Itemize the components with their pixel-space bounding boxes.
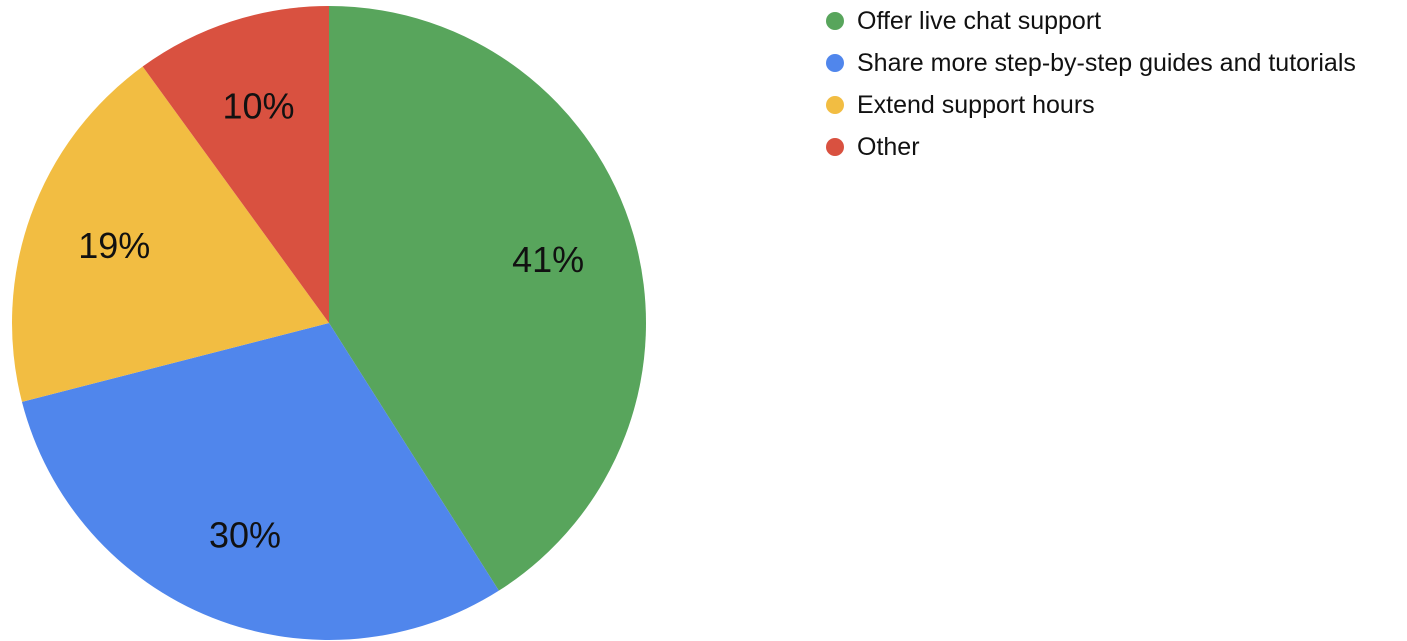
legend-label: Other [857, 132, 920, 161]
legend-marker [826, 138, 844, 156]
legend-label: Extend support hours [857, 90, 1095, 119]
legend-marker [826, 12, 844, 30]
pie-slice-label: 10% [222, 85, 294, 126]
legend-label: Offer live chat support [857, 6, 1102, 35]
pie-slice-3[interactable] [142, 6, 329, 323]
legend-item-guides[interactable]: Share more step-by-step guides and tutor… [826, 42, 1356, 84]
pie-slice-0[interactable] [329, 6, 647, 591]
pie-chart: 41% 30% 19% 10% [11, 6, 647, 640]
chart-legend: Offer live chat support Share more step-… [826, 0, 1356, 168]
legend-item-other[interactable]: Other [826, 126, 1356, 168]
legend-marker [826, 54, 844, 72]
legend-item-live-chat[interactable]: Offer live chat support [826, 0, 1356, 42]
legend-marker [826, 96, 844, 114]
legend-item-support-hours[interactable]: Extend support hours [826, 84, 1356, 126]
pie-slice-labels: 41% 30% 19% 10% [78, 85, 584, 555]
pie-slice-label: 19% [78, 225, 150, 266]
pie-slice-label: 30% [209, 515, 281, 556]
pie-slice-1[interactable] [21, 323, 499, 640]
legend-label: Share more step-by-step guides and tutor… [857, 48, 1356, 77]
pie-slice-2[interactable] [11, 66, 329, 402]
pie-slice-label: 41% [512, 239, 584, 280]
pie-slices [11, 6, 647, 640]
